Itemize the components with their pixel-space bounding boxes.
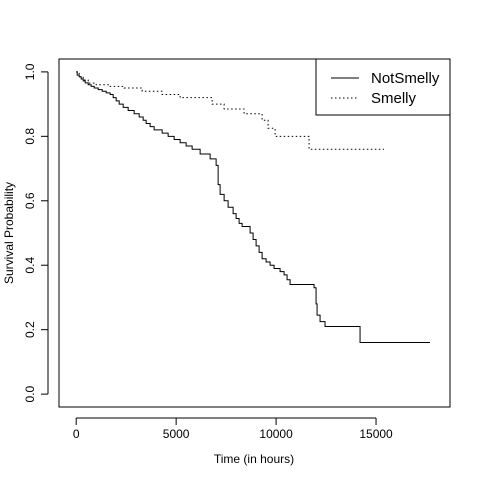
x-tick-label: 5000 (163, 427, 190, 441)
legend-label-notsmelly: NotSmelly (371, 70, 440, 87)
y-tick-label: 0.0 (23, 385, 37, 402)
legend-label-smelly: Smelly (371, 90, 417, 107)
y-tick-label: 0.8 (23, 128, 37, 145)
x-axis-title: Time (in hours) (214, 452, 294, 466)
y-tick-label: 1.0 (23, 63, 37, 80)
series-line-smelly (76, 71, 385, 150)
y-tick-label: 0.4 (23, 257, 37, 274)
y-axis: 0.0 0.2 0.4 0.6 0.8 1.0 (23, 63, 49, 402)
x-tick-label: 0 (73, 427, 80, 441)
x-tick-label: 15000 (359, 427, 393, 441)
y-tick-label: 0.6 (23, 192, 37, 209)
x-axis: 0 5000 10000 15000 (73, 417, 393, 441)
legend-box (315, 58, 451, 116)
y-axis-title: Survival Probability (2, 182, 16, 284)
y-tick-label: 0.2 (23, 321, 37, 338)
x-tick-label: 10000 (259, 427, 293, 441)
legend: NotSmelly Smelly (315, 58, 451, 116)
series-layer (76, 71, 431, 344)
plot-frame (58, 58, 451, 408)
series-line-notsmelly (76, 71, 431, 344)
